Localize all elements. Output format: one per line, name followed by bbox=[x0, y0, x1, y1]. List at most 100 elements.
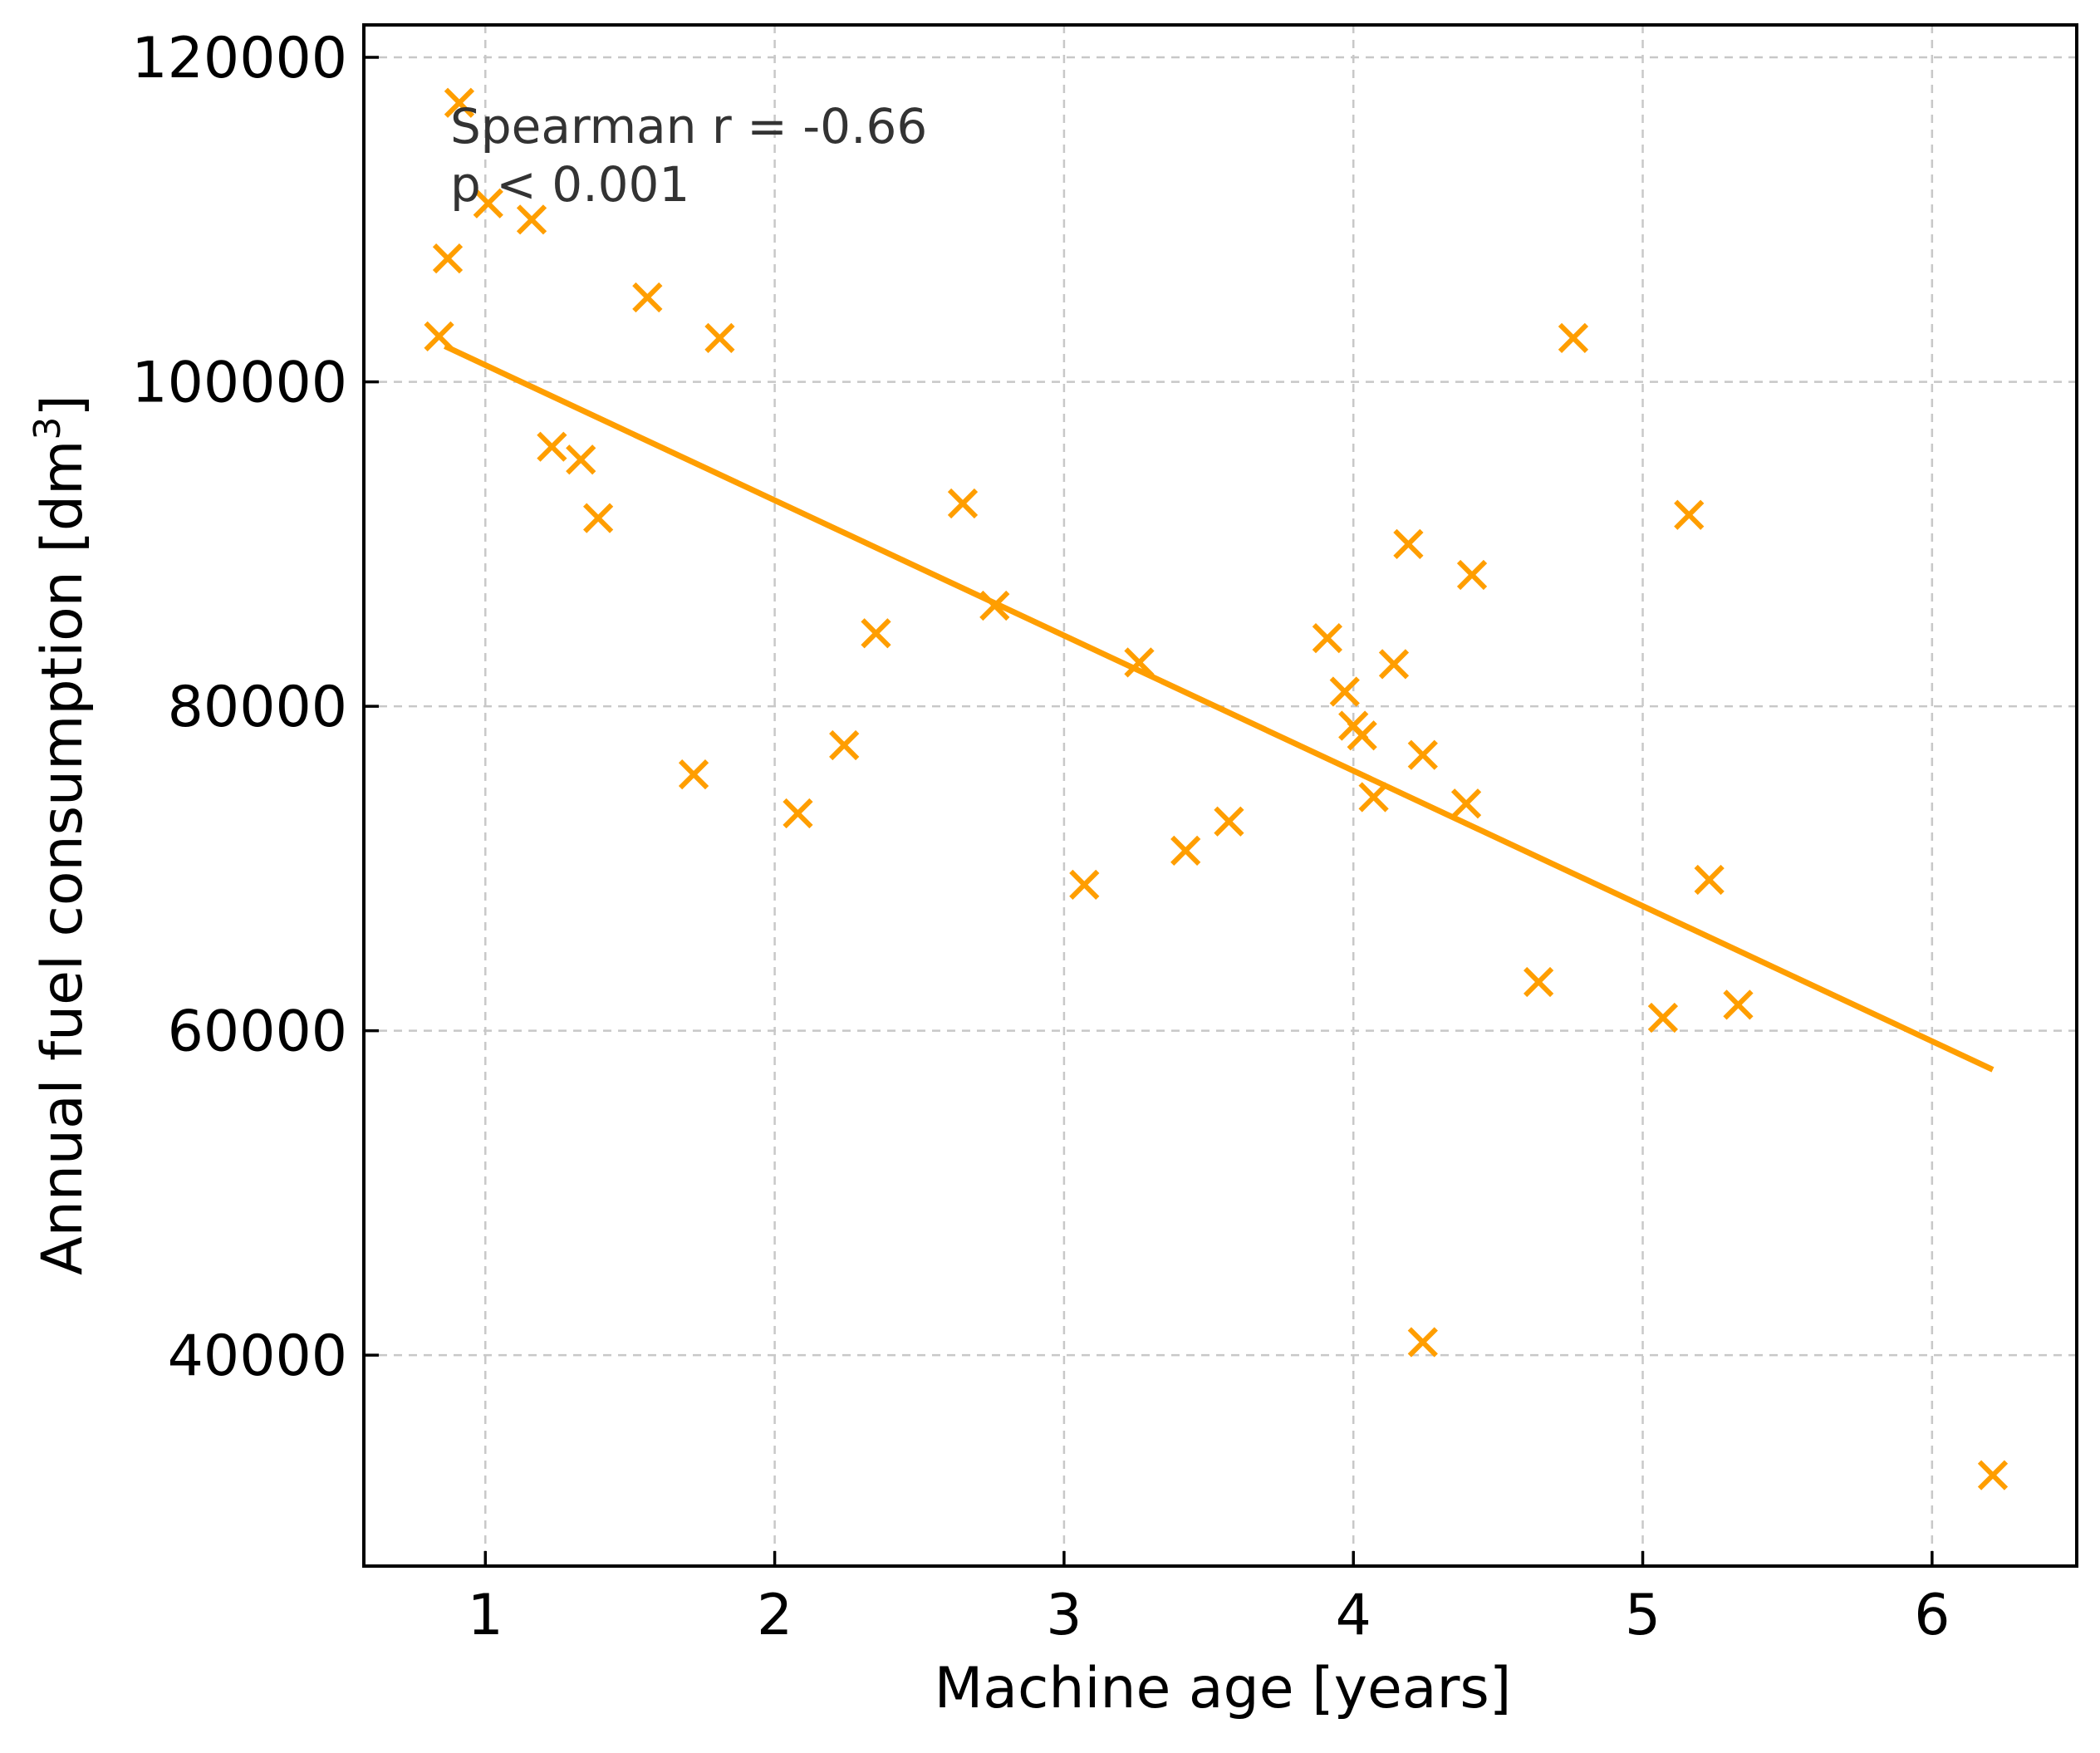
data-point-stroke bbox=[979, 590, 1010, 621]
data-point bbox=[566, 444, 596, 475]
data-point bbox=[1124, 647, 1155, 678]
x-tick-label: 1 bbox=[468, 1583, 503, 1648]
data-point bbox=[1378, 649, 1410, 680]
annotation-line-2: p < 0.001 bbox=[450, 156, 689, 213]
y-tick-label: 60000 bbox=[168, 999, 347, 1065]
data-point bbox=[1329, 676, 1360, 707]
y-tick-label: 120000 bbox=[131, 26, 347, 91]
data-point-stroke bbox=[678, 759, 709, 790]
data-point bbox=[583, 503, 614, 533]
y-tick-label: 80000 bbox=[168, 675, 347, 740]
data-point-stroke bbox=[1329, 676, 1360, 707]
data-point bbox=[424, 321, 454, 352]
y-tick-label: 40000 bbox=[168, 1323, 347, 1389]
data-point-stroke bbox=[566, 444, 596, 475]
data-point-stroke bbox=[1170, 835, 1201, 867]
data-point-stroke bbox=[424, 321, 454, 352]
data-point bbox=[1347, 720, 1377, 751]
annotation-line-1: Spearman r = -0.66 bbox=[450, 98, 927, 155]
data-point-stroke bbox=[1214, 806, 1244, 837]
axes: 1 2 3 4 5 6 40000 60000 80000 100000 120000 bbox=[131, 23, 2078, 1648]
data-point bbox=[704, 322, 735, 353]
data-point-stroke bbox=[1694, 864, 1725, 896]
data-point bbox=[1523, 966, 1554, 998]
annotation: Spearman r = -0.66 p < 0.001 bbox=[450, 98, 927, 213]
data-point bbox=[1214, 806, 1244, 837]
trend-line bbox=[444, 343, 1995, 1073]
y-tick-label: 100000 bbox=[131, 351, 347, 416]
data-point-stroke bbox=[947, 488, 979, 519]
data-point-stroke bbox=[1347, 720, 1377, 751]
data-point bbox=[1723, 989, 1754, 1020]
data-point bbox=[1450, 788, 1482, 819]
x-axis-label: Machine age [years] bbox=[935, 1656, 1512, 1721]
data-point-stroke bbox=[1977, 1460, 2009, 1490]
data-point-stroke bbox=[1069, 869, 1100, 901]
data-point-stroke bbox=[1647, 1002, 1679, 1034]
data-point bbox=[1170, 835, 1201, 867]
data-point bbox=[432, 243, 464, 274]
y-axis-label-superscript: 3 bbox=[27, 417, 69, 440]
data-point-stroke bbox=[583, 503, 614, 533]
data-point bbox=[1456, 559, 1488, 591]
data-point bbox=[783, 798, 813, 829]
x-tick-label: 5 bbox=[1625, 1583, 1661, 1648]
data-point bbox=[1558, 322, 1589, 353]
data-point-stroke bbox=[516, 204, 547, 235]
x-tick-label: 6 bbox=[1914, 1583, 1950, 1648]
data-point-stroke bbox=[1723, 989, 1754, 1020]
y-axis-label-close: ] bbox=[30, 395, 96, 417]
data-point bbox=[1393, 528, 1424, 559]
data-point bbox=[1358, 782, 1389, 813]
data-point bbox=[1674, 499, 1705, 530]
data-point-stroke bbox=[473, 188, 503, 219]
data-point-stroke bbox=[1124, 647, 1155, 678]
data-point bbox=[829, 729, 860, 761]
data-point bbox=[947, 488, 979, 519]
data-point-stroke bbox=[1407, 739, 1438, 770]
data-point-stroke bbox=[1674, 499, 1705, 530]
data-point-stroke bbox=[632, 282, 663, 313]
y-axis-label: Annual fuel consumption [dm3] bbox=[27, 395, 96, 1275]
data-point-stroke bbox=[444, 87, 475, 118]
data-point-stroke bbox=[1407, 1327, 1438, 1358]
data-point bbox=[979, 590, 1010, 621]
data-point bbox=[1694, 864, 1725, 896]
data-point bbox=[632, 282, 663, 313]
data-point bbox=[1407, 1327, 1438, 1358]
data-point bbox=[678, 759, 709, 790]
data-point-stroke bbox=[1358, 782, 1389, 813]
data-point-stroke bbox=[432, 243, 464, 274]
data-point bbox=[1977, 1460, 2009, 1490]
y-axis-label-text: Annual fuel consumption [dm bbox=[30, 440, 96, 1275]
x-tick-label: 3 bbox=[1046, 1583, 1082, 1648]
data-point-stroke bbox=[537, 431, 567, 462]
grid-lines bbox=[364, 25, 2077, 1566]
data-point-stroke bbox=[1378, 649, 1410, 680]
data-point bbox=[444, 87, 475, 118]
data-point bbox=[1069, 869, 1100, 901]
data-point-stroke bbox=[861, 618, 891, 649]
data-point bbox=[516, 204, 547, 235]
data-point-stroke bbox=[1456, 559, 1488, 591]
data-point bbox=[473, 188, 503, 219]
data-point-stroke bbox=[704, 322, 735, 353]
data-point-stroke bbox=[829, 729, 860, 761]
data-point-stroke bbox=[783, 798, 813, 829]
data-point bbox=[1647, 1002, 1679, 1034]
data-points bbox=[424, 87, 2009, 1490]
data-point bbox=[1312, 622, 1342, 654]
data-point-stroke bbox=[1312, 622, 1342, 654]
plot-frame bbox=[362, 23, 2078, 1568]
data-point bbox=[861, 618, 891, 649]
data-point-stroke bbox=[1523, 966, 1554, 998]
data-point bbox=[1407, 739, 1438, 770]
x-tick-label: 4 bbox=[1336, 1583, 1371, 1648]
trend-line-group bbox=[444, 343, 1995, 1073]
data-point bbox=[537, 431, 567, 462]
data-point-stroke bbox=[1558, 322, 1589, 353]
data-point-stroke bbox=[1450, 788, 1482, 819]
data-point-stroke bbox=[1393, 528, 1424, 559]
